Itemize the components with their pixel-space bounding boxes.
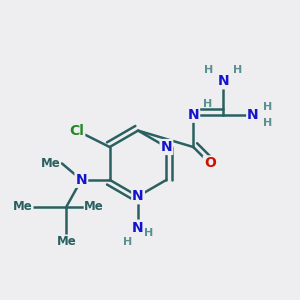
Text: H: H — [263, 118, 272, 128]
Text: N: N — [247, 108, 259, 122]
Text: Cl: Cl — [69, 124, 84, 138]
Text: N: N — [76, 173, 87, 187]
Text: Me: Me — [56, 235, 76, 248]
Text: N: N — [188, 108, 199, 122]
Text: H: H — [263, 102, 272, 112]
Text: N: N — [217, 74, 229, 88]
Text: N: N — [160, 140, 172, 154]
Text: Me: Me — [41, 157, 60, 170]
Text: Me: Me — [13, 200, 33, 213]
Text: O: O — [204, 156, 216, 170]
Text: H: H — [123, 237, 132, 247]
Text: N: N — [132, 220, 144, 235]
Text: Me: Me — [84, 200, 104, 213]
Text: N: N — [132, 189, 144, 203]
Text: H: H — [204, 65, 214, 75]
Text: H: H — [203, 99, 212, 109]
Text: H: H — [144, 228, 153, 238]
Text: H: H — [233, 65, 242, 75]
